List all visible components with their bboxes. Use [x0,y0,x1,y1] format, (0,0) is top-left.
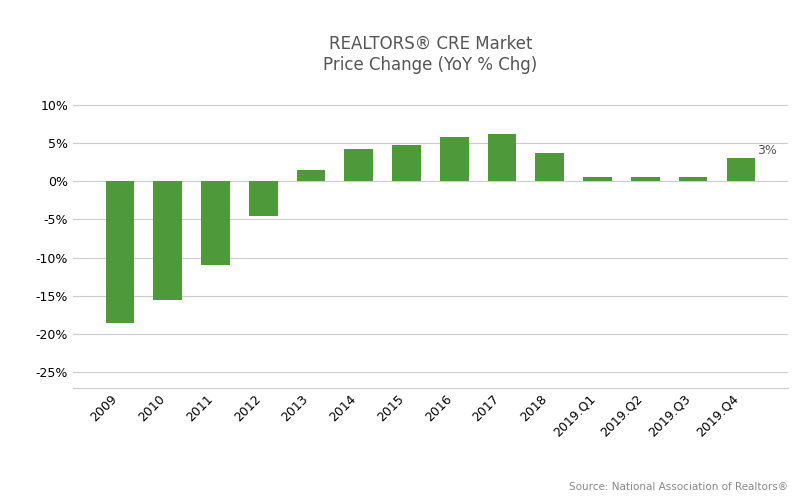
Bar [105,181,134,323]
Bar [534,153,564,181]
Bar [153,181,182,300]
Bar [248,181,277,216]
Bar [726,158,754,181]
Text: 3%: 3% [757,144,776,157]
Bar [487,134,516,181]
Text: Source: National Association of Realtors®: Source: National Association of Realtors… [568,482,787,492]
Bar [201,181,230,265]
Bar [630,176,659,181]
Title: REALTORS® CRE Market
Price Change (YoY % Chg): REALTORS® CRE Market Price Change (YoY %… [323,35,537,74]
Bar [440,137,468,181]
Bar [392,145,420,181]
Bar [296,170,325,181]
Bar [678,176,706,181]
Bar [582,177,611,181]
Bar [344,149,372,181]
